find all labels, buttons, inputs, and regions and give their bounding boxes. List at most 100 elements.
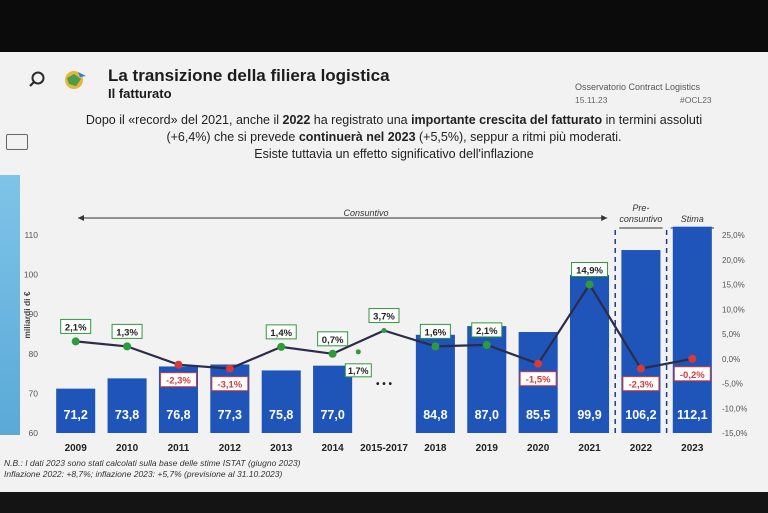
bar (261, 370, 301, 433)
growth-label: -2,3% (166, 376, 191, 387)
x-tick-label: 2022 (630, 443, 653, 454)
bar (56, 388, 96, 433)
date-label: 15.11.23 (575, 95, 608, 105)
y-right-tick-label: 20,0% (722, 256, 745, 265)
banner-bold: importante crescita del fatturato (411, 113, 603, 127)
binoculars-icon (6, 134, 28, 150)
footnote-line: N.B.: I dati 2023 sono stati calcolati s… (4, 458, 301, 468)
bar-value-label: 99,9 (577, 408, 601, 422)
bar (672, 226, 712, 433)
revenue-chart: 60 70 80 90 100 110 miliardi di € -15,0% -10,0% -… (22, 203, 747, 454)
bar-value-label: 77,3 (218, 408, 242, 422)
banner-text: Esiste tuttavia un effetto significativo… (254, 147, 534, 161)
growth-label-box (317, 331, 349, 347)
growth-point (636, 364, 645, 373)
period-label-consuntivo: Consuntivo (343, 208, 388, 218)
growth-label: -0,2% (680, 370, 705, 381)
left-color-strip (0, 175, 20, 435)
summary-banner: Dopo il «record» del 2021, anche il 2022… (36, 112, 752, 174)
y-right-tick-label: 0,0% (722, 355, 740, 364)
gap-label: • • • (376, 379, 393, 390)
magnifier-icon (29, 71, 45, 87)
y-left-tick-label: 100 (24, 270, 38, 280)
growth-label-box (211, 376, 249, 392)
y-right-tick-label: 15,0% (722, 281, 745, 290)
banner-bold: 2022 (282, 113, 311, 127)
bar (107, 378, 147, 433)
bar-value-label: 85,5 (526, 408, 550, 422)
banner-text: Dopo il «record» del 2021, anche il (85, 113, 283, 127)
x-tick-label: 2020 (527, 443, 550, 454)
growth-point (71, 337, 80, 346)
growth-point (225, 364, 234, 373)
top-dark-area (0, 0, 768, 52)
growth-point (174, 360, 183, 369)
banner-text: in termini assoluti (602, 113, 703, 127)
growth-label-box (265, 324, 297, 340)
growth-label: 1,6% (425, 327, 447, 338)
y-left-tick-label: 70 (29, 388, 39, 398)
arrow-head-left (78, 215, 84, 221)
hashtag-label: #OCL23 (680, 95, 712, 105)
x-tick-label: 2023 (681, 443, 704, 454)
bar (415, 334, 455, 433)
bar-value-label: 112,1 (677, 408, 708, 422)
bar-value-label: 71,2 (64, 408, 88, 422)
y-right-tick-label: 5,0% (722, 330, 740, 339)
y-right-tick-label: 25,0% (722, 231, 745, 240)
growth-label: 2,1% (476, 326, 498, 337)
x-tick-label: 2012 (219, 443, 242, 454)
x-tick-label: 2019 (476, 443, 499, 454)
y-left-tick-label: 60 (29, 428, 39, 438)
growth-label-box (419, 323, 451, 339)
growth-label: 3,7% (373, 312, 395, 323)
y-right-tick-label: -15,0% (722, 429, 747, 438)
growth-label: -1,5% (526, 375, 551, 386)
banner-text: ha registrato una (310, 113, 412, 127)
growth-point (123, 342, 132, 351)
growth-label-box (471, 322, 503, 338)
observatory-name: Osservatorio Contract Logistics (575, 82, 701, 92)
growth-point (277, 342, 286, 351)
x-tick-label: 2011 (168, 443, 190, 454)
y-right-tick-label: -5,0% (722, 380, 743, 389)
banner-text: (+6,4%) che si prevede (166, 130, 299, 144)
growth-label-box (60, 318, 92, 334)
period-label-preconsuntivo: consuntivo (619, 214, 662, 224)
growth-label: -3,1% (217, 380, 242, 391)
x-tick-label: 2009 (65, 443, 88, 454)
y-right-tick-label: 10,0% (722, 305, 745, 314)
growth-point (585, 280, 594, 289)
bar-value-label: 77,0 (320, 408, 344, 422)
growth-label: 1,7% (348, 366, 369, 376)
banner-bold: continuerà nel 2023 (298, 130, 416, 144)
bar (621, 250, 661, 433)
bottom-dark-area (0, 492, 768, 513)
growth-point (328, 349, 337, 358)
y-left-tick-label: 80 (29, 349, 39, 359)
period-label-stima: Stima (681, 214, 704, 224)
bar-value-label: 87,0 (475, 408, 499, 422)
page-subtitle: Il fatturato (108, 86, 172, 101)
footnotes: N.B.: I dati 2023 sono stati calcolati s… (4, 458, 300, 480)
growth-point (431, 342, 440, 351)
growth-label-box (622, 376, 660, 392)
growth-label: 1,3% (116, 327, 138, 338)
growth-point (482, 340, 491, 349)
growth-label-box (571, 262, 609, 277)
growth-label: 14,9% (576, 266, 603, 277)
growth-label: -2,3% (629, 380, 654, 391)
x-tick-label: 2021 (578, 443, 601, 454)
period-label-pre: Pre- (632, 203, 649, 213)
x-tick-label: 2010 (116, 443, 139, 454)
growth-label-box (673, 366, 711, 382)
growth-point (688, 354, 697, 363)
y-left-axis-label: miliardi di € (22, 291, 32, 339)
bar-value-label: 75,8 (269, 408, 293, 422)
growth-point (381, 328, 387, 334)
bar-value-label: 84,8 (423, 408, 447, 422)
globe-icon (65, 71, 86, 89)
growth-label: 1,4% (270, 328, 292, 339)
bar (210, 364, 250, 433)
x-tick-label: 2014 (321, 443, 344, 454)
